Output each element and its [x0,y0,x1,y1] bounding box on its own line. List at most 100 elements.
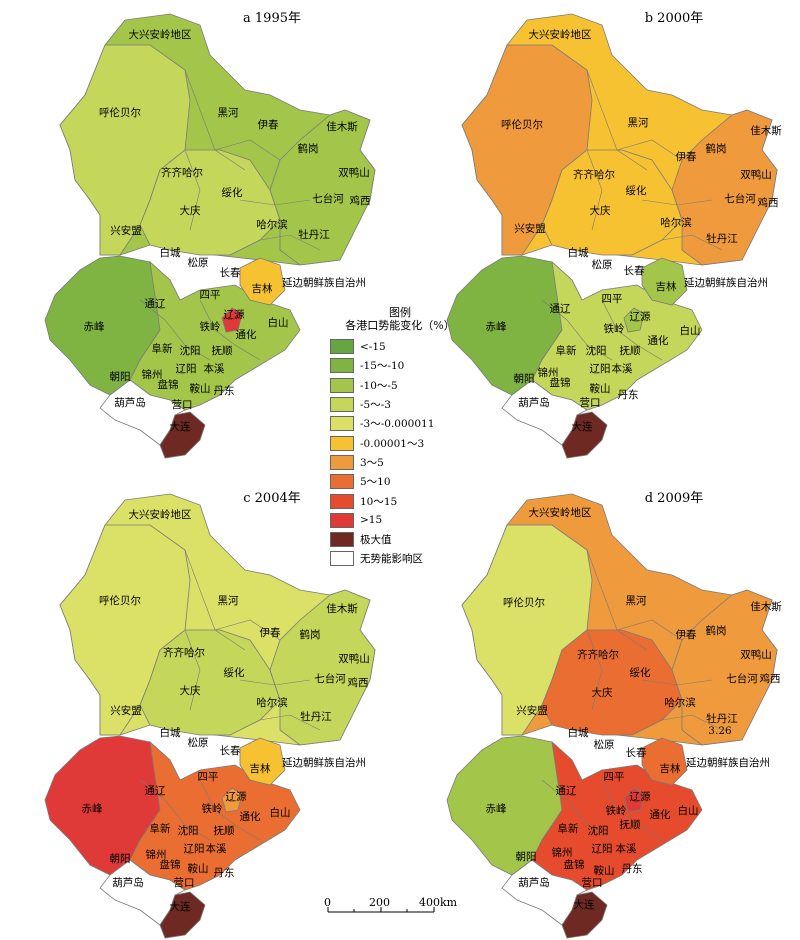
region-label: 大连 [170,900,191,913]
prefecture-boundary [661,714,723,731]
region-label: 营口 [174,876,195,889]
region-label: 鸡西 [758,196,779,209]
region-label: 大兴安岭地区 [129,508,192,521]
region-label: 呼伦贝尔 [501,118,543,131]
region-label: 绥化 [222,186,243,199]
prefecture-boundary [259,714,321,731]
region-label: 鞍山 [190,382,211,395]
region-label: 伊春 [258,119,279,131]
region-label: 佳木斯 [750,600,782,613]
region-label: 辽阳 [592,843,613,855]
region-label: 齐齐哈尔 [573,168,615,181]
legend-swatch [330,358,354,374]
region-label: 辽源 [224,308,245,321]
map-region-east [269,109,376,266]
region-label: 大庆 [180,684,201,697]
map-region-east [671,589,778,746]
region-label: 铁岭 [606,804,627,817]
region-label: 兴安盟 [516,704,548,717]
legend-item: 3～5 [330,453,470,472]
legend-item: 10～15 [330,491,470,510]
region-label: 赤峰 [84,321,105,333]
prefecture-boundary [184,149,201,231]
region-label: 吉林 [250,762,271,775]
region-label: 抚顺 [214,825,235,837]
region-label: 四平 [198,771,219,783]
region-label: 伊春 [676,629,697,641]
map-region-liaoyuan [221,787,243,813]
region-label: 白山 [270,806,291,819]
region-label: 抚顺 [620,819,641,831]
region-label: 呼伦贝尔 [99,106,141,119]
region-label: 大兴安岭地区 [529,506,592,519]
region-label: 丹东 [214,866,235,879]
scale-label-0: 0 [324,896,331,909]
region-label: 大兴安岭地区 [529,28,592,41]
legend-label: 10～15 [360,495,398,508]
region-label: 盘锦 [564,858,585,871]
region-label: 葫芦岛 [518,876,550,889]
legend-swatch [330,416,354,432]
scale-label-400km: 400km [419,896,458,909]
region-label: 辽阳 [176,363,197,375]
legend-label: 3～5 [360,456,384,469]
region-label: 四平 [200,289,221,301]
legend-subtitle: 各港口势能变化（%） [345,319,455,332]
region-label: 辽阳 [590,363,611,375]
legend-swatch [330,339,354,355]
region-label: 绥化 [630,666,651,679]
region-label: 赤峰 [486,803,507,815]
legend-item: -15～-10 [330,356,470,375]
legend-swatch [330,512,354,528]
region-label: 长春 [220,267,241,279]
region-label: 哈尔滨 [256,696,288,709]
region-label: 铁岭 [202,802,223,815]
region-label: 锦州 [142,368,163,381]
prefecture-boundary [259,234,321,251]
region-label: 盘锦 [160,858,181,871]
map-region-center [541,629,683,736]
region-label: 大庆 [592,686,613,699]
region-label: 沈阳 [180,344,201,357]
region-label: 大兴安岭地区 [129,28,192,41]
prefecture-boundary [199,299,261,361]
region-label: 抚顺 [620,345,641,357]
region-label: 双鸭山 [338,166,370,179]
region-label: 通化 [650,808,671,821]
region-label: 辽阳 [184,843,205,855]
region-label: 沈阳 [586,344,607,357]
region-label: 延边朝鲜族自治州 [684,276,768,289]
region-label: 鹤岗 [300,628,321,641]
region-label: 双鸭山 [740,648,772,661]
scale-bar: 0 200 400km [324,896,464,926]
region-label: 沈阳 [588,824,609,837]
region-label: 锦州 [146,848,167,861]
prefecture-boundary [616,139,683,161]
region-label: 吉林 [656,280,677,293]
prefecture-boundary [616,619,683,641]
region-label: 朝阳 [110,853,131,865]
map-region-center [541,149,683,256]
region-label: 呼伦贝尔 [503,596,545,609]
legend-swatch [330,377,354,393]
region-label: 兴安盟 [110,704,142,717]
region-label: 铁岭 [200,320,221,333]
region-label: 黑河 [218,595,239,607]
region-label: 牡丹江 [298,228,330,241]
legend-label: 极大值 [360,534,392,547]
prefecture-boundary [139,299,211,361]
region-label: 盘锦 [158,378,179,391]
legend-swatch [330,454,354,470]
legend-item: >15 [330,511,470,530]
region-label: 白城 [568,726,589,739]
region-label: 双鸭山 [740,168,772,181]
legend-item: -3～-0.000011 [330,414,470,433]
region-label: 鸡西 [348,676,369,689]
legend-label: >15 [360,514,383,527]
region-label: 营口 [582,876,603,889]
prefecture-boundary [184,629,201,711]
region-label: 哈尔滨 [660,216,692,229]
region-label: 葫芦岛 [112,876,144,889]
region-label: 白城 [568,246,589,259]
prefecture-boundary [214,619,281,641]
